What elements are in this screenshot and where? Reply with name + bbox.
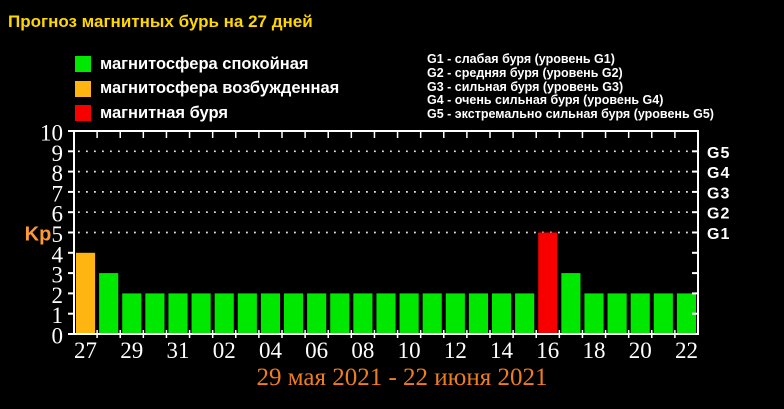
date-range-label: 29 мая 2021 - 22 июня 2021 — [256, 364, 547, 391]
storm-level-line-g2: G2 - средняя буря (уровень G2) — [427, 65, 623, 80]
bar-day-09 — [376, 293, 396, 334]
g-level-label-G3: G3 — [707, 185, 730, 202]
x-tick-label-10: 10 — [398, 338, 421, 363]
g-level-label-G2: G2 — [707, 206, 730, 223]
x-tick-label-08: 08 — [351, 338, 374, 363]
g-level-label-G4: G4 — [707, 165, 730, 182]
bar-day-28 — [99, 273, 119, 334]
y-tick-label-9: 9 — [52, 141, 64, 166]
legend-item-label: магнитосфера спокойная — [100, 54, 309, 73]
bar-day-21 — [653, 293, 673, 334]
bar-day-13 — [468, 293, 488, 334]
page-title: Прогноз магнитных бурь на 27 дней — [8, 12, 313, 31]
bar-day-16 — [538, 232, 558, 334]
x-tick-label-22: 22 — [675, 338, 698, 363]
bar-day-03 — [237, 293, 257, 334]
x-tick-label-29: 29 — [120, 338, 143, 363]
x-tick-label-06: 06 — [305, 338, 328, 363]
bar-day-29 — [122, 293, 142, 334]
x-tick-label-20: 20 — [629, 338, 652, 363]
y-tick-label-6: 6 — [52, 202, 64, 227]
y-tick-label-1: 1 — [52, 303, 64, 328]
storm-level-line-g5: G5 - экстремально сильная буря (уровень … — [427, 107, 714, 122]
storm-level-line-g4: G4 - очень сильная буря (уровень G4) — [427, 93, 664, 108]
storm-level-line-g3: G3 - сильная буря (уровень G3) — [427, 79, 624, 94]
y-tick-label-3: 3 — [52, 263, 64, 288]
y-tick-label-5: 5 — [52, 222, 64, 247]
legend-item-quiet: магнитосфера спокойная — [75, 54, 339, 73]
bar-day-05 — [284, 293, 304, 334]
x-tick-label-27: 27 — [74, 338, 97, 363]
y-tick-label-7: 7 — [52, 181, 64, 206]
bar-day-17 — [561, 273, 581, 334]
storm-levels-legend: G1 - слабая буря (уровень G1) G2 - средн… — [427, 52, 714, 122]
x-tick-label-02: 02 — [213, 338, 236, 363]
x-tick-label-14: 14 — [490, 338, 514, 363]
bar-day-20 — [630, 293, 650, 334]
bar-day-12 — [445, 293, 465, 334]
excited-swatch-icon — [75, 80, 91, 97]
y-tick-label-0: 0 — [52, 324, 64, 349]
legend-item-excited: магнитосфера возбужденная — [75, 79, 340, 97]
bar-day-19 — [607, 293, 627, 334]
bar-day-18 — [584, 293, 604, 334]
bar-day-04 — [260, 293, 280, 334]
g-level-label-G1: G1 — [707, 226, 730, 243]
legend-item-storm: магнитная буря — [75, 103, 339, 122]
x-tick-label-16: 16 — [536, 338, 559, 363]
y-tick-label-4: 4 — [52, 242, 64, 267]
bar-day-08 — [353, 293, 373, 334]
magnetosphere-legend: магнитосфера спокойная магнитосфера возб… — [75, 54, 340, 130]
bar-day-10 — [399, 293, 419, 334]
g-level-label-G5: G5 — [707, 145, 730, 162]
x-tick-label-31: 31 — [167, 338, 190, 363]
bar-day-11 — [422, 293, 442, 334]
bar-day-01 — [191, 293, 211, 334]
legend-item-label: магнитосфера возбужденная — [100, 79, 340, 97]
storm-level-line-g1: G1 - слабая буря (уровень G1) — [427, 52, 615, 66]
bar-day-06 — [307, 293, 327, 334]
bar-day-14 — [492, 293, 512, 334]
bar-day-02 — [214, 293, 234, 334]
bar-day-15 — [515, 293, 535, 334]
legend-item-label: магнитная буря — [100, 103, 229, 122]
bar-day-27 — [76, 252, 96, 334]
y-tick-label-10: 10 — [40, 121, 63, 146]
x-tick-label-18: 18 — [583, 338, 606, 363]
x-tick-label-12: 12 — [444, 338, 467, 363]
y-tick-label-2: 2 — [52, 283, 64, 308]
kp-axis-label: Kp — [25, 224, 52, 246]
y-tick-label-8: 8 — [52, 161, 64, 186]
bar-day-22 — [676, 293, 696, 334]
bar-day-31 — [168, 293, 188, 334]
storm-swatch-icon — [75, 105, 91, 121]
x-tick-label-04: 04 — [259, 338, 283, 363]
quiet-swatch-icon — [75, 56, 91, 72]
bar-day-07 — [330, 293, 350, 334]
bar-day-30 — [145, 293, 165, 334]
